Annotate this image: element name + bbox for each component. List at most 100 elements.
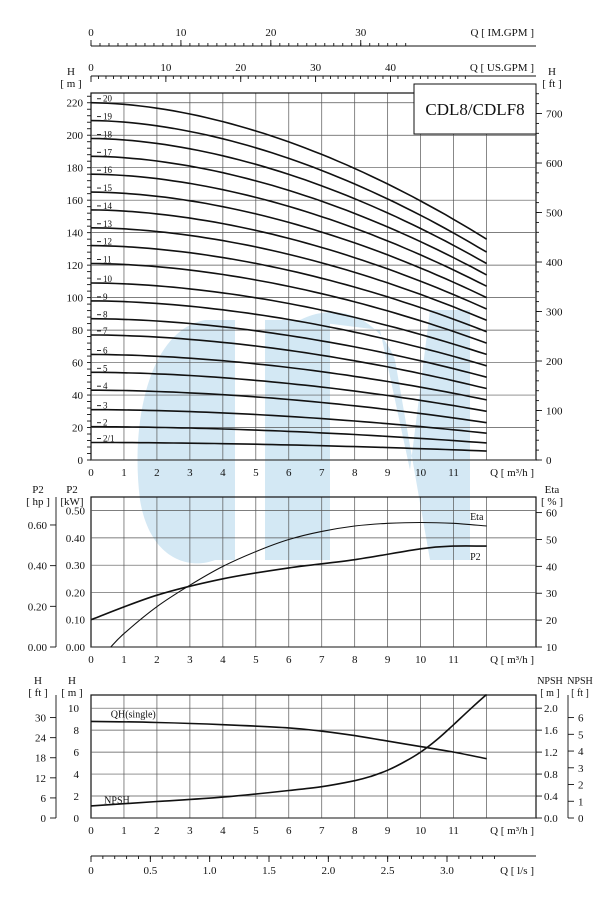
stage-label-4: 4	[103, 381, 108, 391]
npsh-x-tick-label: 11	[448, 825, 459, 837]
head-curve-17	[90, 155, 487, 276]
eta-tick-label: 20	[546, 615, 558, 627]
h-m-tick-label: 2	[74, 791, 80, 803]
head-curve-14	[90, 209, 487, 310]
npsh-ft-tick-label: 0	[578, 813, 584, 825]
h-m-tick-label: 4	[74, 769, 80, 781]
power-kw-tick-label: 0.40	[66, 533, 86, 545]
head-y-tick-label: 120	[67, 260, 84, 272]
head-curve-6	[90, 353, 487, 401]
head-ft-tick-label: 600	[546, 158, 563, 170]
ls-tick-label: 2.0	[321, 865, 335, 877]
us-gpm-tick-label: 40	[385, 62, 397, 74]
head-curve-11	[90, 262, 487, 344]
npsh-curve-label: NPSH	[104, 795, 130, 806]
im-gpm-tick-label: 30	[355, 27, 367, 39]
power-x-tick-label: 1	[121, 654, 127, 666]
power-kw-axis-label-line-1: P2	[66, 484, 78, 496]
stage-label-10: 10	[103, 274, 113, 284]
h-m-axis-label-line-2: [ m ]	[61, 687, 82, 699]
power-kw-axis-label-line-2: [kW]	[60, 496, 83, 508]
npsh-ft-tick-label: 4	[578, 746, 584, 758]
npsh-ft-tick-label: 2	[578, 780, 584, 792]
npsh-m-tick-label: 0.0	[544, 813, 558, 825]
h-ft-tick-label: 18	[35, 753, 47, 765]
head-ft-tick-label: 100	[546, 406, 563, 418]
stage-label-9: 9	[103, 292, 108, 302]
p2-curve-label: P2	[470, 552, 481, 563]
ls-tick-label: 1.0	[203, 865, 217, 877]
p2-curve	[90, 545, 487, 621]
qh-single-curve	[90, 720, 487, 760]
stage-label-2-1: 2/1	[103, 433, 115, 443]
stage-label-2: 2	[103, 418, 108, 428]
head-curve-16	[90, 173, 487, 287]
npsh-ft-tick-label: 1	[578, 796, 584, 808]
stage-label-6: 6	[103, 345, 108, 355]
ls-tick-label: 0.5	[143, 865, 157, 877]
npsh-x-tick-label: 4	[220, 825, 226, 837]
h-ft-tick-label: 30	[35, 713, 47, 725]
npsh-x-tick-label: 10	[415, 825, 427, 837]
watermark-stroke	[137, 320, 235, 564]
power-x-tick-label: 9	[385, 654, 391, 666]
stage-label-5: 5	[103, 363, 108, 373]
stage-label-19: 19	[103, 112, 113, 122]
us-gpm-tick-label: 30	[310, 62, 322, 74]
npsh-m-axis-label-line-2: [ m ]	[540, 688, 559, 699]
head-curve-7	[91, 334, 487, 390]
stage-label-20: 20	[103, 94, 113, 104]
head-curve-8	[90, 317, 487, 378]
power-x-tick-label: 7	[319, 654, 325, 666]
h-ft-tick-label: 6	[41, 793, 47, 805]
head-curve-12	[90, 244, 487, 333]
power-kw-tick-label: 0.50	[66, 506, 86, 518]
eta-axis-label-line-1: Eta	[545, 484, 560, 496]
power-hp-tick-label: 0.20	[28, 601, 48, 613]
im-gpm-tick-label: 10	[175, 27, 187, 39]
stage-label-8: 8	[103, 310, 108, 320]
head-curve-13	[90, 227, 487, 322]
power-hp-tick-label: 0.60	[28, 520, 48, 532]
im-gpm-tick-label: 20	[265, 27, 277, 39]
qh-single-curve-label: QH(single)	[111, 710, 156, 721]
h-ft-tick-label: 12	[35, 773, 46, 785]
head-curve-18	[90, 137, 487, 265]
eta-tick-label: 60	[546, 508, 558, 520]
power-kw-tick-label: 0.20	[66, 587, 86, 599]
head-ft-tick-label: 400	[546, 257, 563, 269]
npsh-m-tick-label: 1.6	[544, 725, 558, 737]
npsh-m-tick-label: 2.0	[544, 703, 558, 715]
head-x-tick-label: 8	[352, 467, 358, 479]
head-curve-19	[90, 119, 488, 253]
stage-label-12: 12	[103, 237, 112, 247]
h-m-tick-label: 0	[74, 813, 80, 825]
im-gpm-tick-label: 0	[88, 27, 94, 39]
head-x-tick-label: 7	[319, 467, 325, 479]
stage-label-7: 7	[103, 326, 108, 336]
stage-label-11: 11	[103, 255, 112, 265]
npsh-x-tick-label: 9	[385, 825, 391, 837]
eta-tick-label: 10	[546, 642, 558, 654]
stage-label-15: 15	[103, 183, 113, 193]
npsh-m-tick-label: 0.8	[544, 769, 558, 781]
head-y-tick-label: 220	[67, 98, 84, 110]
npsh-x-tick-label: 1	[121, 825, 127, 837]
npsh-x-tick-label: 2	[154, 825, 160, 837]
power-x-tick-label: 4	[220, 654, 226, 666]
npsh-ft-tick-label: 6	[578, 713, 584, 725]
head-y-axis-label-line-2: [ m ]	[60, 78, 81, 90]
chart-title: CDL8/CDLF8	[425, 100, 524, 119]
npsh-x-tick-label: 7	[319, 825, 325, 837]
power-kw-tick-label: 0.00	[66, 642, 86, 654]
head-y-right-axis-label-line-2: [ ft ]	[542, 78, 562, 90]
title-box	[413, 83, 537, 135]
npsh-x-tick-label: 8	[352, 825, 358, 837]
npsh-x-tick-label: 3	[187, 825, 193, 837]
head-curve-5	[91, 371, 487, 413]
power-x-tick-label: 0	[88, 654, 94, 666]
head-ft-tick-label: 300	[546, 307, 563, 319]
us-gpm-tick-label: 20	[235, 62, 247, 74]
us-gpm-axis-label: Q [ US.GPM ]	[470, 62, 534, 74]
